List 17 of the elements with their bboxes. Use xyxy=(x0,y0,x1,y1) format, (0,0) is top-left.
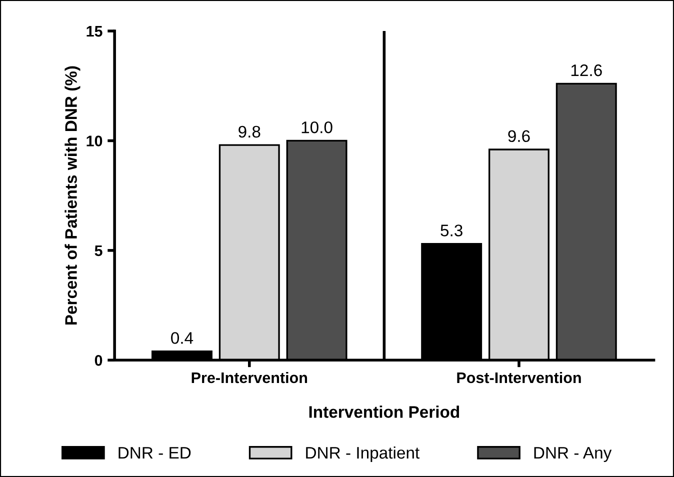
legend-label: DNR - Inpatient xyxy=(306,446,420,462)
text: 10.0 xyxy=(302,121,332,134)
x-axis-title: Intervention Period xyxy=(309,406,460,418)
y-tick-label: 15 xyxy=(86,26,102,37)
text: 9.8 xyxy=(238,126,260,138)
y-tick-label: 5 xyxy=(94,245,102,256)
x-tick-label: Pre-Intervention xyxy=(192,372,308,384)
legend-label: DNR - Any xyxy=(534,447,612,462)
legend-label: DNR - ED xyxy=(118,447,191,459)
text: 9.6 xyxy=(508,130,530,142)
text: 12.6 xyxy=(571,64,602,76)
y-tick-label: 10 xyxy=(86,136,102,146)
text: 0.4 xyxy=(171,332,194,344)
text: 5.3 xyxy=(440,224,462,236)
x-tick-label: Post-Intervention xyxy=(457,372,581,384)
y-axis-title: Percent of Patients with DNR (%) xyxy=(64,66,80,325)
y-tick-label: 0 xyxy=(94,355,102,366)
